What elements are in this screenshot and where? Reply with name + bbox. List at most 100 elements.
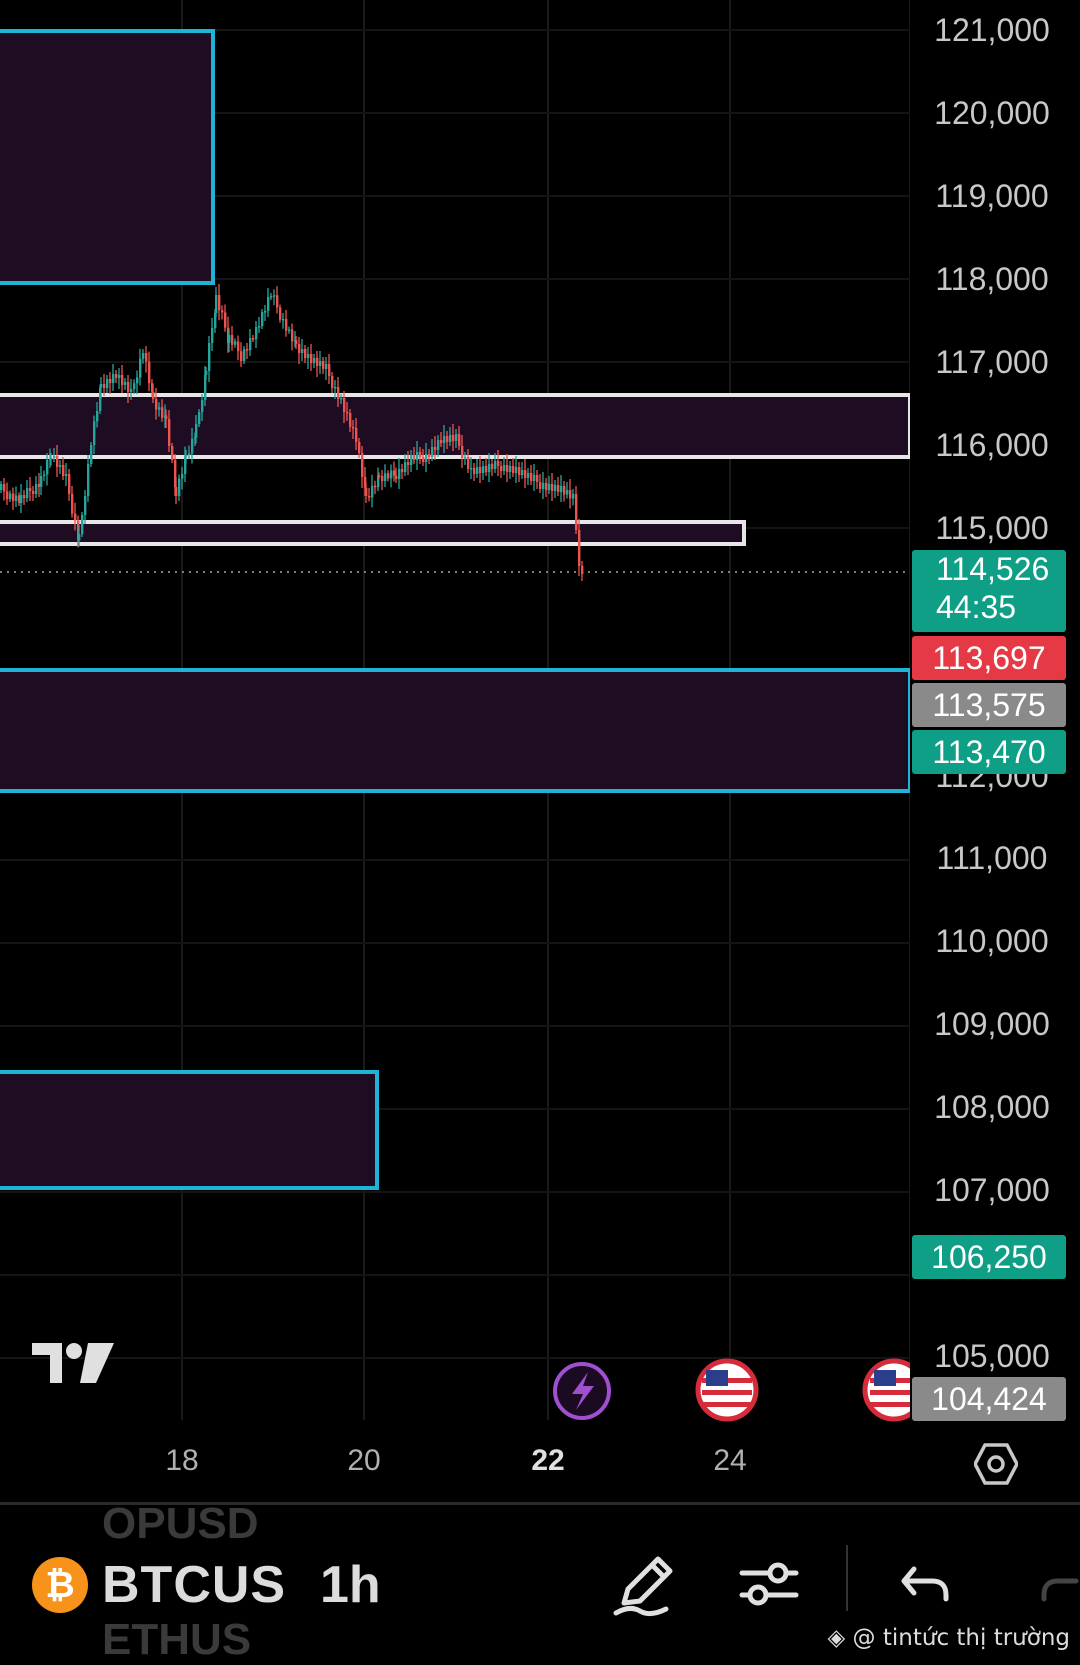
resistance-zone-white[interactable] [0,393,912,459]
candle-body [404,462,407,472]
redo-icon[interactable] [1040,1549,1080,1619]
current-price-value: 114,526 [936,551,1050,587]
candle-body [237,341,240,352]
candle-body [106,379,109,388]
candle-body [437,440,440,450]
us-flag-event-icon[interactable] [695,1358,759,1422]
candle-body [59,465,62,467]
candle-body [563,486,566,495]
candle-body [334,387,337,389]
price-axis-label: 116,000 [935,427,1049,463]
candle-body [142,353,145,359]
candle-body [560,486,563,492]
candle-body [252,338,255,340]
candle-body [18,495,21,503]
candle-body [211,328,214,343]
candle-body [204,375,207,400]
candle-body [452,435,455,441]
candle-body [416,452,419,460]
tradingview-logo [32,1343,114,1383]
candle-body [343,398,346,412]
time-axis-label: 22 [531,1444,565,1477]
candle-body [521,470,524,475]
candle-body [65,474,68,476]
candle-body [181,474,184,479]
candle-body [71,493,74,514]
price-axis-label: 115,000 [935,510,1049,546]
support-zone-white[interactable] [0,520,746,546]
candle-body [165,415,168,419]
candle-body [171,446,174,460]
candle-body [158,407,161,410]
candle-body [349,413,352,427]
candle-body [0,484,3,490]
candle-body [319,361,322,366]
candle-body [3,484,6,492]
candle-body [174,460,177,487]
candle-body [518,467,521,475]
candle-body [434,447,437,450]
candle-body [557,485,560,492]
candle-body [121,375,124,385]
candle-body [455,434,458,441]
price-tag-low-green: 106,250 [912,1235,1066,1279]
candle-body [53,456,56,458]
candle-body [470,468,473,470]
candle-body [9,493,12,499]
symbol-selector[interactable]: BTCUS [102,1556,287,1614]
candle-body [368,496,371,498]
price-axis-label: 110,000 [935,923,1049,959]
candle-body [539,482,542,489]
candle-body [273,295,276,297]
price-axis-label: 117,000 [935,344,1049,380]
candle-body [488,464,491,472]
candle-body [464,457,467,459]
bar-countdown: 44:35 [936,589,1017,625]
candle-body [249,338,252,350]
next-symbol[interactable]: ETHUS [102,1615,252,1664]
price-axis-label: 119,000 [935,178,1049,214]
interval-selector[interactable]: 1h [320,1556,381,1614]
candle-body [279,307,282,320]
candle-body [378,475,381,478]
price-axis-label: 118,000 [935,261,1049,297]
pencil-icon[interactable] [610,1549,680,1619]
candle-body [112,374,115,383]
candle-body [352,427,355,429]
sliders-icon[interactable] [734,1549,804,1619]
candle-body [325,364,328,369]
candle-body [246,349,249,351]
undo-icon[interactable] [896,1549,966,1619]
prev-symbol[interactable]: OPUSD [102,1499,259,1548]
candle-body [124,382,127,385]
candle-body [74,513,77,521]
candle-body [301,349,304,353]
supply-zone-top[interactable] [0,29,215,285]
price-axis-label: 121,000 [934,12,1050,48]
candle-body [482,466,485,473]
time-axis-label: 24 [713,1444,747,1477]
watermark: ◈ @ tintức thị trường [827,1625,1070,1651]
candle-body [295,340,298,344]
candle-body [96,411,99,422]
demand-zone-mid[interactable] [0,668,912,793]
candlestick-series [0,284,584,581]
hexagon-gear-icon[interactable] [974,1442,1018,1486]
candle-body [99,387,102,411]
candle-body [218,295,221,311]
candle-body [554,485,557,491]
candle-body [443,436,446,443]
candle-body [536,475,539,482]
candle-body [506,465,509,472]
candle-body [449,435,452,442]
candle-body [15,495,18,501]
lightning-event-icon[interactable] [553,1362,611,1420]
price-tag-low-gray: 104,424 [912,1377,1066,1421]
candle-body [258,326,261,328]
candle-body [6,491,9,499]
demand-zone-low[interactable] [0,1070,379,1190]
candle-body [340,398,343,400]
candle-body [533,475,536,481]
candle-body [194,437,197,439]
candle-body [542,483,545,489]
